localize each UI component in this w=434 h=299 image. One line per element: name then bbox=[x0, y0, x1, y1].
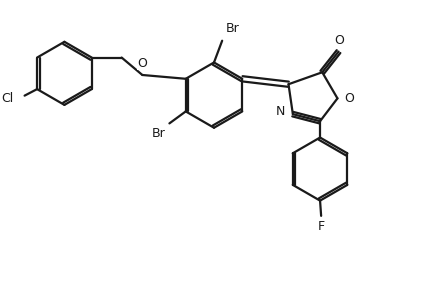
Text: Br: Br bbox=[151, 127, 164, 140]
Text: N: N bbox=[275, 106, 285, 118]
Text: O: O bbox=[334, 34, 344, 47]
Text: Cl: Cl bbox=[1, 92, 13, 106]
Text: O: O bbox=[343, 92, 353, 105]
Text: O: O bbox=[137, 57, 147, 70]
Text: Br: Br bbox=[225, 22, 239, 35]
Text: F: F bbox=[317, 220, 324, 233]
